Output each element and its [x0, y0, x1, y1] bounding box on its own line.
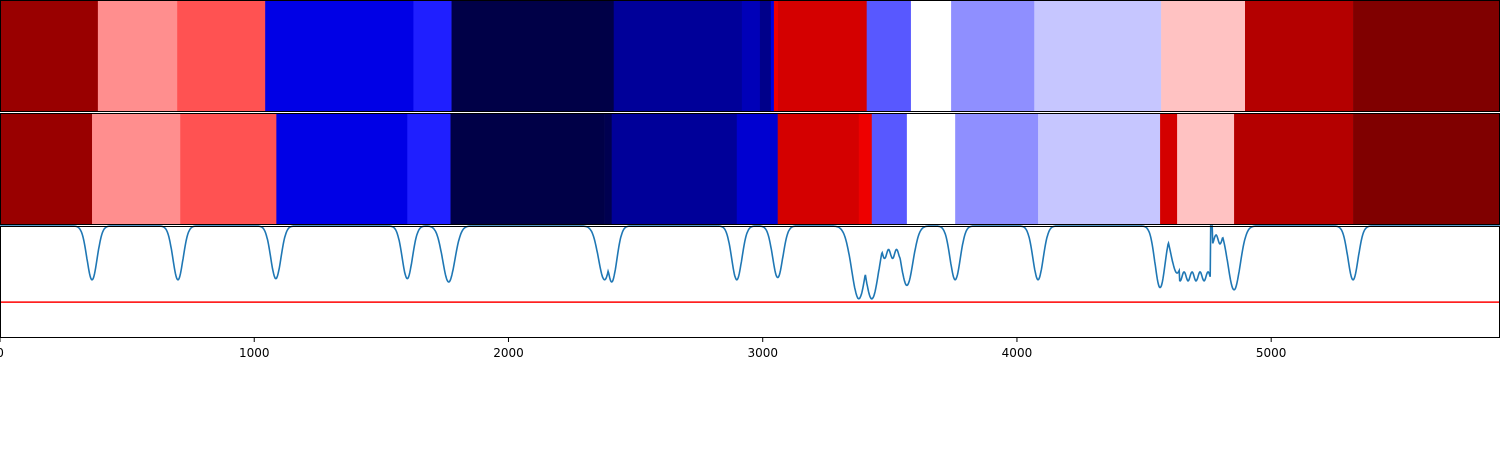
x-tick-label: 1000: [239, 346, 270, 360]
heatmap-cell: [871, 113, 908, 225]
heatmap-cell: [777, 113, 860, 225]
heatmap-cell: [413, 0, 452, 112]
heatmap-cell: [1034, 0, 1162, 112]
heatmap-cell: [1177, 113, 1235, 225]
heatmap-cell: [451, 0, 615, 112]
x-tick-label: 5000: [1256, 346, 1287, 360]
heatmap-cell: [450, 113, 605, 225]
heatmap-cell: [180, 113, 277, 225]
heatmap-cell: [1160, 113, 1178, 225]
heatmap-cell: [736, 113, 779, 225]
heatmap-cell: [613, 0, 743, 112]
heatmap-cell: [1161, 0, 1246, 112]
heatmap-cell: [0, 0, 99, 112]
x-tick-label: 0: [0, 346, 4, 360]
heatmap-cell: [910, 0, 952, 112]
signal-panel: [0, 225, 1500, 338]
heatmap-cell: [951, 0, 1035, 112]
heatmap-row-1: [0, 0, 1500, 112]
heatmap-cell: [265, 0, 414, 112]
heatmap-cell: [0, 113, 93, 225]
heatmap-cell: [773, 0, 779, 112]
heatmap-cell: [906, 113, 956, 225]
heatmap-cell: [866, 0, 912, 112]
x-tick-label: 3000: [747, 346, 778, 360]
heatmap-row-2: [0, 113, 1500, 225]
panel-background: [0, 226, 1500, 338]
heatmap-cell: [759, 0, 772, 112]
heatmap-cell: [604, 113, 612, 225]
x-tick-label: 2000: [493, 346, 524, 360]
heatmap-cell: [955, 113, 1039, 225]
heatmap-cell: [407, 113, 451, 225]
heatmap-cell: [1234, 113, 1354, 225]
heatmap-cell: [92, 113, 181, 225]
heatmap-cell: [611, 113, 738, 225]
heatmap-cell: [858, 113, 873, 225]
heatmap-cell: [770, 0, 775, 112]
heatmap-cell: [741, 0, 761, 112]
x-axis: 0 1000 2000 3000 4000 5000: [0, 338, 1286, 360]
heatmap-cell: [1038, 113, 1161, 225]
heatmap-cell: [1353, 0, 1500, 112]
x-tick-label: 4000: [1002, 346, 1033, 360]
heatmap-cell: [1245, 0, 1354, 112]
heatmap-cell: [276, 113, 408, 225]
heatmap-cell: [1353, 113, 1500, 225]
heatmap-cell: [177, 0, 266, 112]
heatmap-cell: [97, 0, 178, 112]
heatmap-cell: [777, 0, 867, 112]
